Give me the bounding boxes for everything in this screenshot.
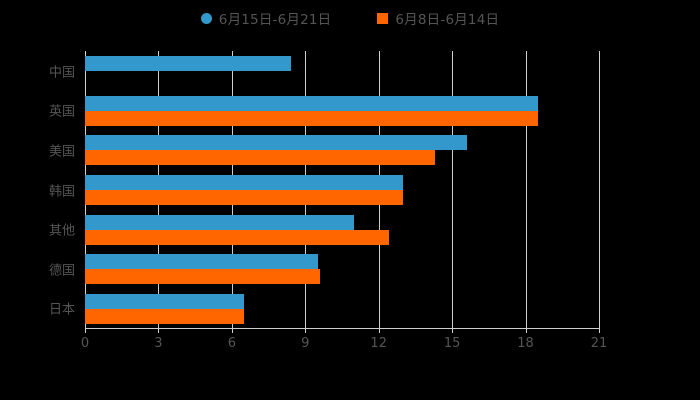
chart-legend: 6月15日-6月21日 6月8日-6月14日 <box>0 8 700 28</box>
gridline <box>525 51 527 328</box>
bar[interactable] <box>85 95 538 111</box>
bar[interactable] <box>85 308 245 324</box>
gridline <box>599 51 600 328</box>
x-axis-tick <box>452 328 454 333</box>
x-axis-tick-label: 6 <box>227 336 236 351</box>
x-axis-tick <box>599 328 600 333</box>
bar[interactable] <box>85 175 404 190</box>
x-axis-tick <box>305 328 307 333</box>
x-axis-tick-label: 15 <box>443 336 461 351</box>
x-axis-tick-label: 21 <box>590 336 608 351</box>
bar[interactable] <box>85 269 320 285</box>
bar[interactable] <box>85 135 467 151</box>
bar[interactable] <box>85 190 404 205</box>
y-axis-category-label: 中国 <box>48 65 75 81</box>
x-axis-tick <box>158 328 160 333</box>
y-axis-category-label: 英国 <box>48 104 75 120</box>
legend-item-series-1[interactable]: 6月8日-6月14日 <box>377 8 499 28</box>
x-axis-tick-label: 9 <box>301 336 310 351</box>
bar[interactable] <box>85 150 435 166</box>
legend-label-series-0: 6月15日-6月21日 <box>218 12 332 28</box>
legend-label-series-1: 6月8日-6月14日 <box>395 12 500 28</box>
gridline <box>452 51 454 328</box>
bar[interactable] <box>85 56 291 72</box>
bar[interactable] <box>85 254 318 270</box>
x-axis-tick <box>525 328 527 333</box>
plot-area <box>85 51 600 328</box>
x-axis-tick <box>85 328 86 333</box>
y-axis-category-label: 美国 <box>48 144 75 160</box>
legend-square-marker-icon <box>377 12 389 24</box>
y-axis-category-label: 日本 <box>48 302 75 318</box>
x-axis-tick <box>378 328 380 333</box>
y-axis-category-label: 其他 <box>48 223 75 239</box>
bar[interactable] <box>85 110 538 126</box>
x-axis-tick <box>231 328 233 333</box>
y-axis-category-label: 德国 <box>48 263 75 279</box>
x-axis-tick-label: 18 <box>517 336 534 351</box>
y-axis-category-label: 韩国 <box>48 184 75 199</box>
bar[interactable] <box>85 229 389 245</box>
legend-item-series-0[interactable]: 6月15日-6月21日 <box>200 8 332 28</box>
bar[interactable] <box>85 293 245 309</box>
x-axis-tick-label: 3 <box>154 336 163 351</box>
x-axis-line <box>85 328 600 329</box>
bar[interactable] <box>85 214 355 230</box>
legend-circle-marker-icon <box>200 12 212 24</box>
x-axis-tick-label: 0 <box>80 336 90 351</box>
x-axis-tick-label: 12 <box>370 336 387 351</box>
